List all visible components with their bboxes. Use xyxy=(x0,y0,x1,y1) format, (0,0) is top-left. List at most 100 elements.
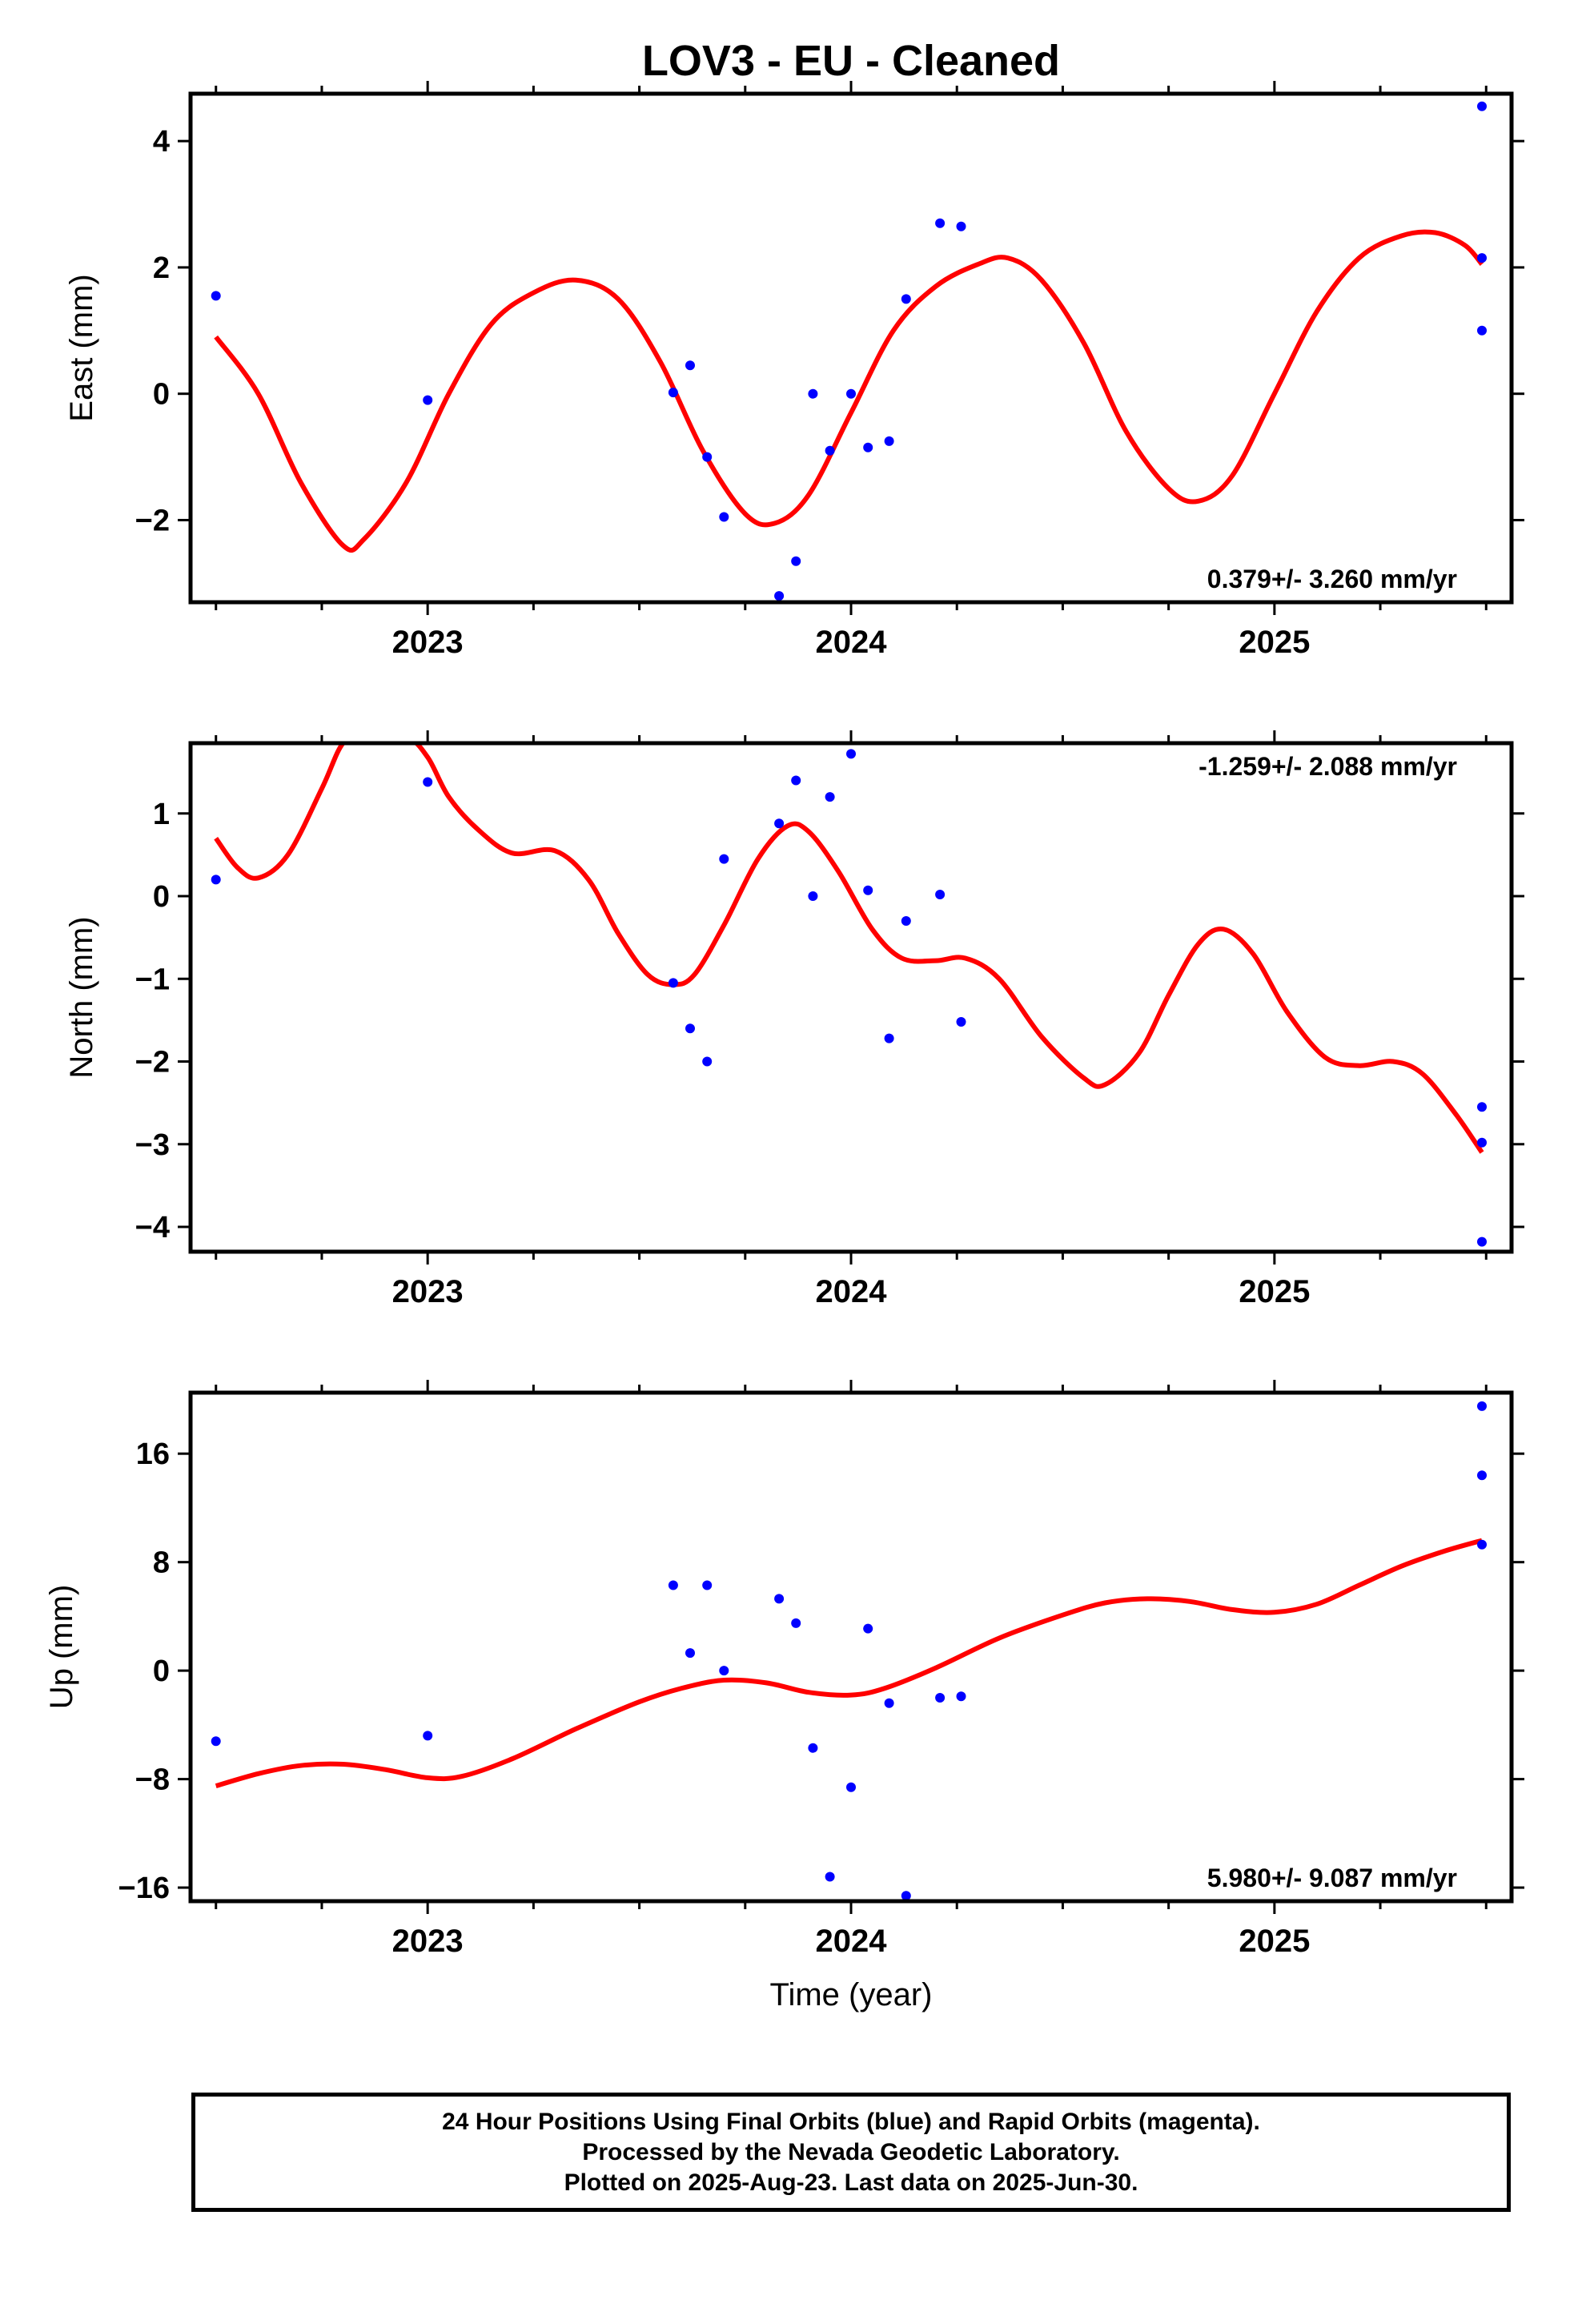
up-y-tick-label: 16 xyxy=(136,1437,170,1471)
east-x-tick-label: 2023 xyxy=(392,625,464,660)
east-data-point-6 xyxy=(774,591,785,601)
east-fit-line xyxy=(214,229,1484,553)
north-data-point-1 xyxy=(423,777,433,787)
footer-line-1: 24 Hour Positions Using Final Orbits (bl… xyxy=(442,2108,1260,2135)
north-y-tick-label: 1 xyxy=(153,798,170,831)
north-data-point-5 xyxy=(719,854,729,864)
up-fit-line xyxy=(215,1538,1483,1788)
north-data-point-16 xyxy=(1477,1102,1487,1112)
east-data-point-5 xyxy=(719,512,729,522)
up-y-tick-label: −8 xyxy=(135,1763,170,1797)
north-data-point-7 xyxy=(791,775,801,786)
panel-east: 2023 2024 2025 −2 0 2 4 East (mm) 0.379+/- 3.260… xyxy=(64,81,1524,660)
north-fit-line xyxy=(214,743,1484,1154)
north-rate-annotation: -1.259+/- 2.088 mm/yr xyxy=(1199,752,1457,781)
north-data-point-15 xyxy=(956,1017,966,1027)
east-y-tick-label: 2 xyxy=(153,251,170,285)
up-data-point-16 xyxy=(1477,1401,1487,1411)
east-data-point-16 xyxy=(1477,101,1487,111)
footer-line-3: Plotted on 2025-Aug-23. Last data on 202… xyxy=(564,2169,1138,2196)
east-data-point-4 xyxy=(702,452,713,462)
panel-north: 2023 2024 2025 −4 −3 −2 −1 0 1 North (mm) -1.259+/… xyxy=(64,730,1524,1309)
up-rate-annotation: 5.980+/- 9.087 mm/yr xyxy=(1207,1864,1457,1892)
up-data-point-9 xyxy=(825,1872,835,1882)
up-data-point-18 xyxy=(1477,1539,1487,1550)
up-data-point-10 xyxy=(846,1782,856,1792)
east-y-tick-label: −2 xyxy=(135,504,170,537)
north-y-tick-label: −4 xyxy=(135,1211,170,1244)
up-plot-frame xyxy=(188,1390,1514,1904)
footer-caption-box: 24 Hour Positions Using Final Orbits (bl… xyxy=(191,2093,1511,2212)
north-data-point-10 xyxy=(846,749,856,759)
north-data-point-12 xyxy=(884,1033,894,1043)
up-data-point-13 xyxy=(901,1891,911,1901)
x-axis-label: Time (year) xyxy=(770,1977,933,2012)
up-data-point-12 xyxy=(884,1698,894,1708)
north-data-point-9 xyxy=(825,792,835,802)
east-data-point-9 xyxy=(825,445,835,456)
up-y-tick-label: 8 xyxy=(153,1546,170,1580)
east-data-point-17 xyxy=(1477,253,1487,263)
north-y-tick-label: −2 xyxy=(135,1046,170,1080)
north-data-point-18 xyxy=(1477,1236,1487,1247)
up-y-tick-label: 0 xyxy=(153,1655,170,1688)
north-data-point-13 xyxy=(901,916,911,926)
east-data-point-11 xyxy=(863,442,873,452)
north-data-point-0 xyxy=(211,875,221,885)
north-data-point-17 xyxy=(1477,1137,1487,1148)
east-data-point-2 xyxy=(668,388,678,398)
up-data-point-1 xyxy=(423,1731,433,1741)
east-data-point-0 xyxy=(211,291,221,301)
up-data-point-3 xyxy=(685,1648,695,1659)
north-plot-frame xyxy=(188,741,1514,1254)
north-y-tick-label: −3 xyxy=(135,1128,170,1162)
north-data-point-14 xyxy=(935,890,946,899)
up-data-point-6 xyxy=(774,1594,785,1604)
east-y-axis-label: East (mm) xyxy=(64,274,99,421)
east-data-point-10 xyxy=(846,388,856,399)
north-y-axis-label: North (mm) xyxy=(64,916,99,1078)
north-data-point-6 xyxy=(774,818,785,829)
east-y-tick-label: 0 xyxy=(153,378,170,412)
north-x-tick-label: 2025 xyxy=(1239,1274,1310,1309)
east-y-tick-label: 4 xyxy=(153,125,170,159)
up-data-point-11 xyxy=(863,1623,873,1634)
footer-line-2: Processed by the Nevada Geodetic Laborat… xyxy=(582,2138,1120,2165)
east-plot-frame xyxy=(188,91,1514,605)
up-data-point-2 xyxy=(668,1580,678,1590)
panels: 2023 2024 2025 −2 0 2 4 East (mm) 0.379+/- 3.260… xyxy=(44,81,1524,1959)
east-data-point-12 xyxy=(884,436,894,446)
north-data-point-11 xyxy=(863,885,873,895)
up-y-axis-label: Up (mm) xyxy=(44,1585,79,1710)
up-data-point-14 xyxy=(935,1693,946,1703)
north-data-point-4 xyxy=(702,1056,713,1067)
east-x-tick-label: 2024 xyxy=(816,625,888,660)
up-data-point-4 xyxy=(702,1580,713,1590)
north-data-point-2 xyxy=(668,978,678,988)
north-data-point-3 xyxy=(685,1023,695,1034)
north-data-point-8 xyxy=(808,891,818,901)
east-rate-annotation: 0.379+/- 3.260 mm/yr xyxy=(1207,565,1457,593)
up-x-tick-label: 2023 xyxy=(392,1924,464,1959)
up-data-point-17 xyxy=(1477,1470,1487,1481)
up-data-point-5 xyxy=(719,1666,729,1676)
east-data-point-18 xyxy=(1477,325,1487,336)
up-data-point-7 xyxy=(791,1618,801,1628)
up-data-point-0 xyxy=(211,1736,221,1747)
north-y-tick-label: 0 xyxy=(153,880,170,914)
up-data-point-15 xyxy=(956,1691,966,1702)
east-data-point-1 xyxy=(423,395,433,405)
panel-up: 2023 2024 2025 −16 −8 0 8 16 Up (mm) 5.980+/- 9.0… xyxy=(44,1380,1524,1959)
east-data-point-8 xyxy=(808,388,818,399)
north-y-tick-label: −1 xyxy=(135,963,170,996)
east-data-point-13 xyxy=(901,294,911,304)
up-data-point-8 xyxy=(808,1743,818,1753)
east-x-tick-label: 2025 xyxy=(1239,625,1310,660)
east-data-point-7 xyxy=(791,556,801,566)
up-y-tick-label: −16 xyxy=(118,1872,170,1905)
east-data-point-15 xyxy=(956,221,966,231)
east-data-point-3 xyxy=(685,360,695,371)
north-x-tick-label: 2024 xyxy=(816,1274,888,1309)
east-data-point-14 xyxy=(935,218,946,228)
